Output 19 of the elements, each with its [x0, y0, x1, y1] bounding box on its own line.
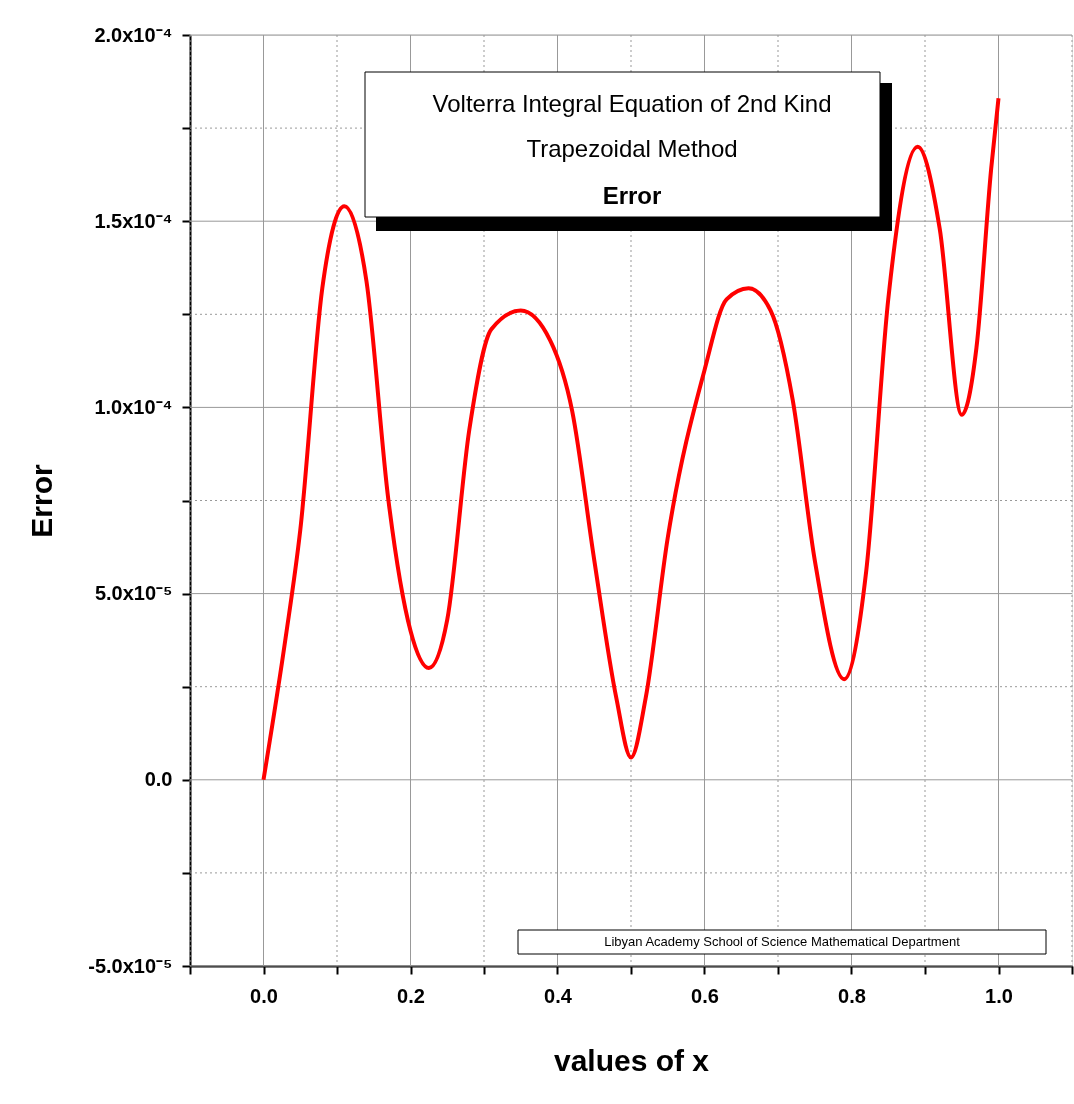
y-axis-title: Error: [25, 464, 59, 538]
y-tick-label: 2.0x10⁻⁴: [94, 23, 173, 46]
text: Volterra Integral Equation of 2nd Kind: [432, 90, 832, 117]
y-tick-label: 0.0: [144, 768, 173, 791]
x-axis-title: values of x: [553, 1043, 710, 1077]
x-tick-label: 0.6: [691, 984, 719, 1007]
x-tick-label: 1.0: [985, 984, 1013, 1007]
y-tick-label: 1.5x10⁻⁴: [94, 209, 173, 232]
y-tick-label: 1.0x10⁻⁴: [94, 395, 173, 418]
line-series: [261, 96, 1001, 782]
x-tick-label: 0.2: [397, 984, 425, 1007]
x-tick-label: 0.0: [250, 984, 278, 1007]
x-tick-label: 0.8: [838, 984, 866, 1007]
y-tick-label: -5.0x10⁻⁵: [88, 954, 173, 977]
y-tick-label: 5.0x10⁻⁵: [94, 582, 173, 605]
annotation: Libyan Academy School of Science Mathematical Department: [604, 934, 961, 949]
text: Trapezoidal Method: [526, 135, 738, 162]
annotation: Error: [602, 182, 662, 209]
x-tick-label: 0.4: [544, 984, 573, 1007]
